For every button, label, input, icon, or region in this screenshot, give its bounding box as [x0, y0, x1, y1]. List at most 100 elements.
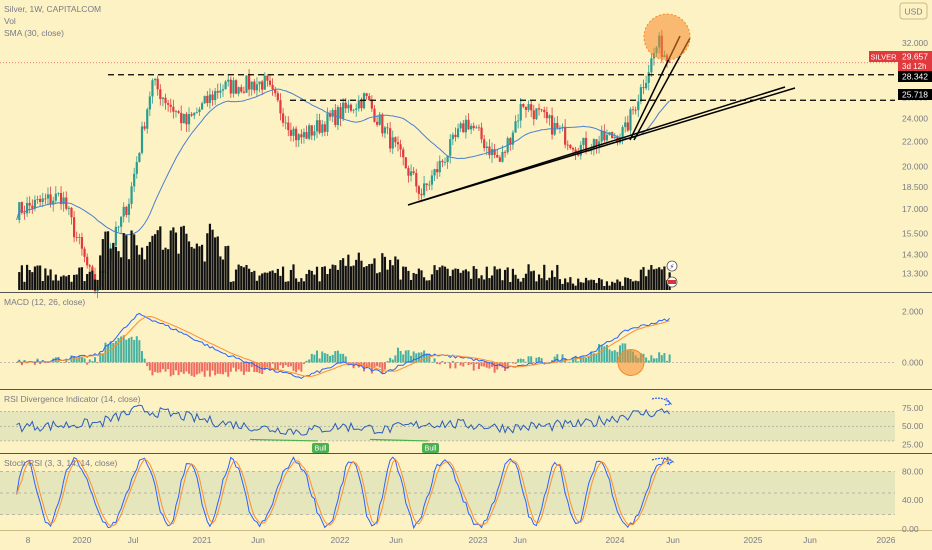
symbol-title[interactable]: Silver, 1W, CAPITALCOM — [4, 4, 101, 14]
candle-body[interactable] — [70, 207, 73, 218]
candle-body[interactable] — [203, 95, 206, 104]
candle-body[interactable] — [62, 197, 65, 205]
candle-body[interactable] — [148, 96, 151, 110]
macd-label[interactable]: MACD (12, 26, close) — [4, 297, 85, 307]
candle-body[interactable] — [454, 134, 457, 138]
time-axis[interactable]: 8 2020 Jul 2021 Jun 2022 Jun 2023 Jun 2024 Jun 2025… — [26, 535, 896, 545]
candle-body[interactable] — [488, 146, 491, 155]
rsi-pane[interactable]: Bull Bull — [0, 397, 895, 453]
candle-body[interactable] — [449, 139, 452, 156]
candle-body[interactable] — [621, 127, 624, 139]
candle-body[interactable] — [514, 121, 517, 133]
candle-body[interactable] — [174, 111, 178, 113]
candle-body[interactable] — [436, 169, 439, 173]
candle-body[interactable] — [475, 127, 478, 129]
candle-body[interactable] — [407, 168, 410, 176]
candle-body[interactable] — [564, 126, 567, 145]
candle-body[interactable] — [438, 160, 441, 173]
candle-body[interactable] — [420, 193, 423, 196]
candle-body[interactable] — [381, 114, 384, 134]
candle-body[interactable] — [592, 139, 595, 149]
candle-body[interactable] — [391, 137, 394, 149]
candle-body[interactable] — [198, 109, 201, 113]
candle-body[interactable] — [125, 206, 128, 215]
candle-body[interactable] — [250, 81, 253, 90]
candle-body[interactable] — [221, 89, 225, 91]
candle-body[interactable] — [261, 81, 264, 90]
candle-body[interactable] — [28, 202, 31, 206]
candle-body[interactable] — [185, 113, 188, 125]
candle-body[interactable] — [138, 152, 141, 163]
candle-body[interactable] — [279, 100, 282, 114]
stoch-k-line[interactable] — [16, 456, 671, 530]
candle-body[interactable] — [480, 127, 483, 140]
candle-body[interactable] — [509, 138, 512, 145]
candle-body[interactable] — [611, 132, 614, 139]
candle-body[interactable] — [349, 104, 353, 111]
candle-body[interactable] — [331, 109, 334, 117]
candle-body[interactable] — [571, 148, 575, 150]
candle-body[interactable] — [412, 171, 415, 174]
candle-body[interactable] — [67, 207, 70, 209]
candle-body[interactable] — [237, 87, 240, 94]
candle-body[interactable] — [415, 173, 418, 187]
candle-body[interactable] — [624, 122, 627, 128]
candle-body[interactable] — [417, 186, 420, 194]
candle-body[interactable] — [535, 108, 538, 120]
volume-label[interactable]: Vol — [4, 16, 16, 26]
candle-body[interactable] — [368, 95, 371, 101]
candle-body[interactable] — [164, 97, 167, 104]
candle-body[interactable] — [336, 107, 340, 125]
candle-body[interactable] — [637, 101, 640, 111]
candle-body[interactable] — [344, 102, 347, 109]
candle-body[interactable] — [483, 139, 486, 149]
candle-body[interactable] — [276, 93, 279, 101]
candle-body[interactable] — [193, 112, 196, 116]
candle-body[interactable] — [151, 80, 154, 97]
candle-body[interactable] — [334, 109, 337, 125]
candle-body[interactable] — [234, 80, 238, 94]
candle-body[interactable] — [522, 103, 525, 107]
candle-body[interactable] — [161, 97, 165, 99]
candle-body[interactable] — [169, 104, 172, 107]
stoch-d-line[interactable] — [16, 458, 670, 527]
candle-body[interactable] — [208, 94, 212, 104]
candle-body[interactable] — [41, 198, 44, 202]
candle-body[interactable] — [297, 134, 300, 141]
candle-body[interactable] — [156, 78, 159, 90]
sma-line[interactable] — [16, 88, 670, 236]
candle-body[interactable] — [498, 157, 501, 162]
candle-body[interactable] — [378, 114, 381, 125]
candle-body[interactable] — [569, 144, 572, 149]
candle-body[interactable] — [456, 128, 460, 138]
candle-body[interactable] — [584, 137, 588, 151]
candle-body[interactable] — [370, 100, 373, 109]
candle-body[interactable] — [428, 184, 431, 186]
candle-body[interactable] — [360, 100, 363, 109]
candle-body[interactable] — [52, 200, 55, 205]
candle-body[interactable] — [556, 122, 559, 128]
candle-body[interactable] — [404, 157, 407, 169]
candle-body[interactable] — [561, 126, 564, 128]
candle-body[interactable] — [496, 154, 499, 158]
candle-body[interactable] — [46, 194, 50, 199]
candle-body[interactable] — [25, 202, 29, 214]
candle-body[interactable] — [133, 173, 136, 187]
candle-body[interactable] — [613, 136, 616, 139]
candle-body[interactable] — [477, 127, 481, 129]
candle-body[interactable] — [308, 125, 311, 139]
candle-body[interactable] — [574, 149, 577, 153]
sma-label[interactable]: SMA (30, close) — [4, 28, 64, 38]
candle-body[interactable] — [73, 217, 76, 238]
candle-body[interactable] — [33, 199, 37, 209]
candle-body[interactable] — [153, 78, 157, 81]
candle-body[interactable] — [49, 194, 52, 205]
candle-body[interactable] — [511, 132, 515, 145]
candle-body[interactable] — [472, 125, 475, 129]
candle-body[interactable] — [493, 149, 496, 155]
candle-body[interactable] — [519, 103, 522, 121]
candle-body[interactable] — [342, 102, 345, 119]
candle-body[interactable] — [127, 203, 131, 215]
candle-body[interactable] — [159, 89, 162, 99]
candle-body[interactable] — [365, 93, 368, 96]
